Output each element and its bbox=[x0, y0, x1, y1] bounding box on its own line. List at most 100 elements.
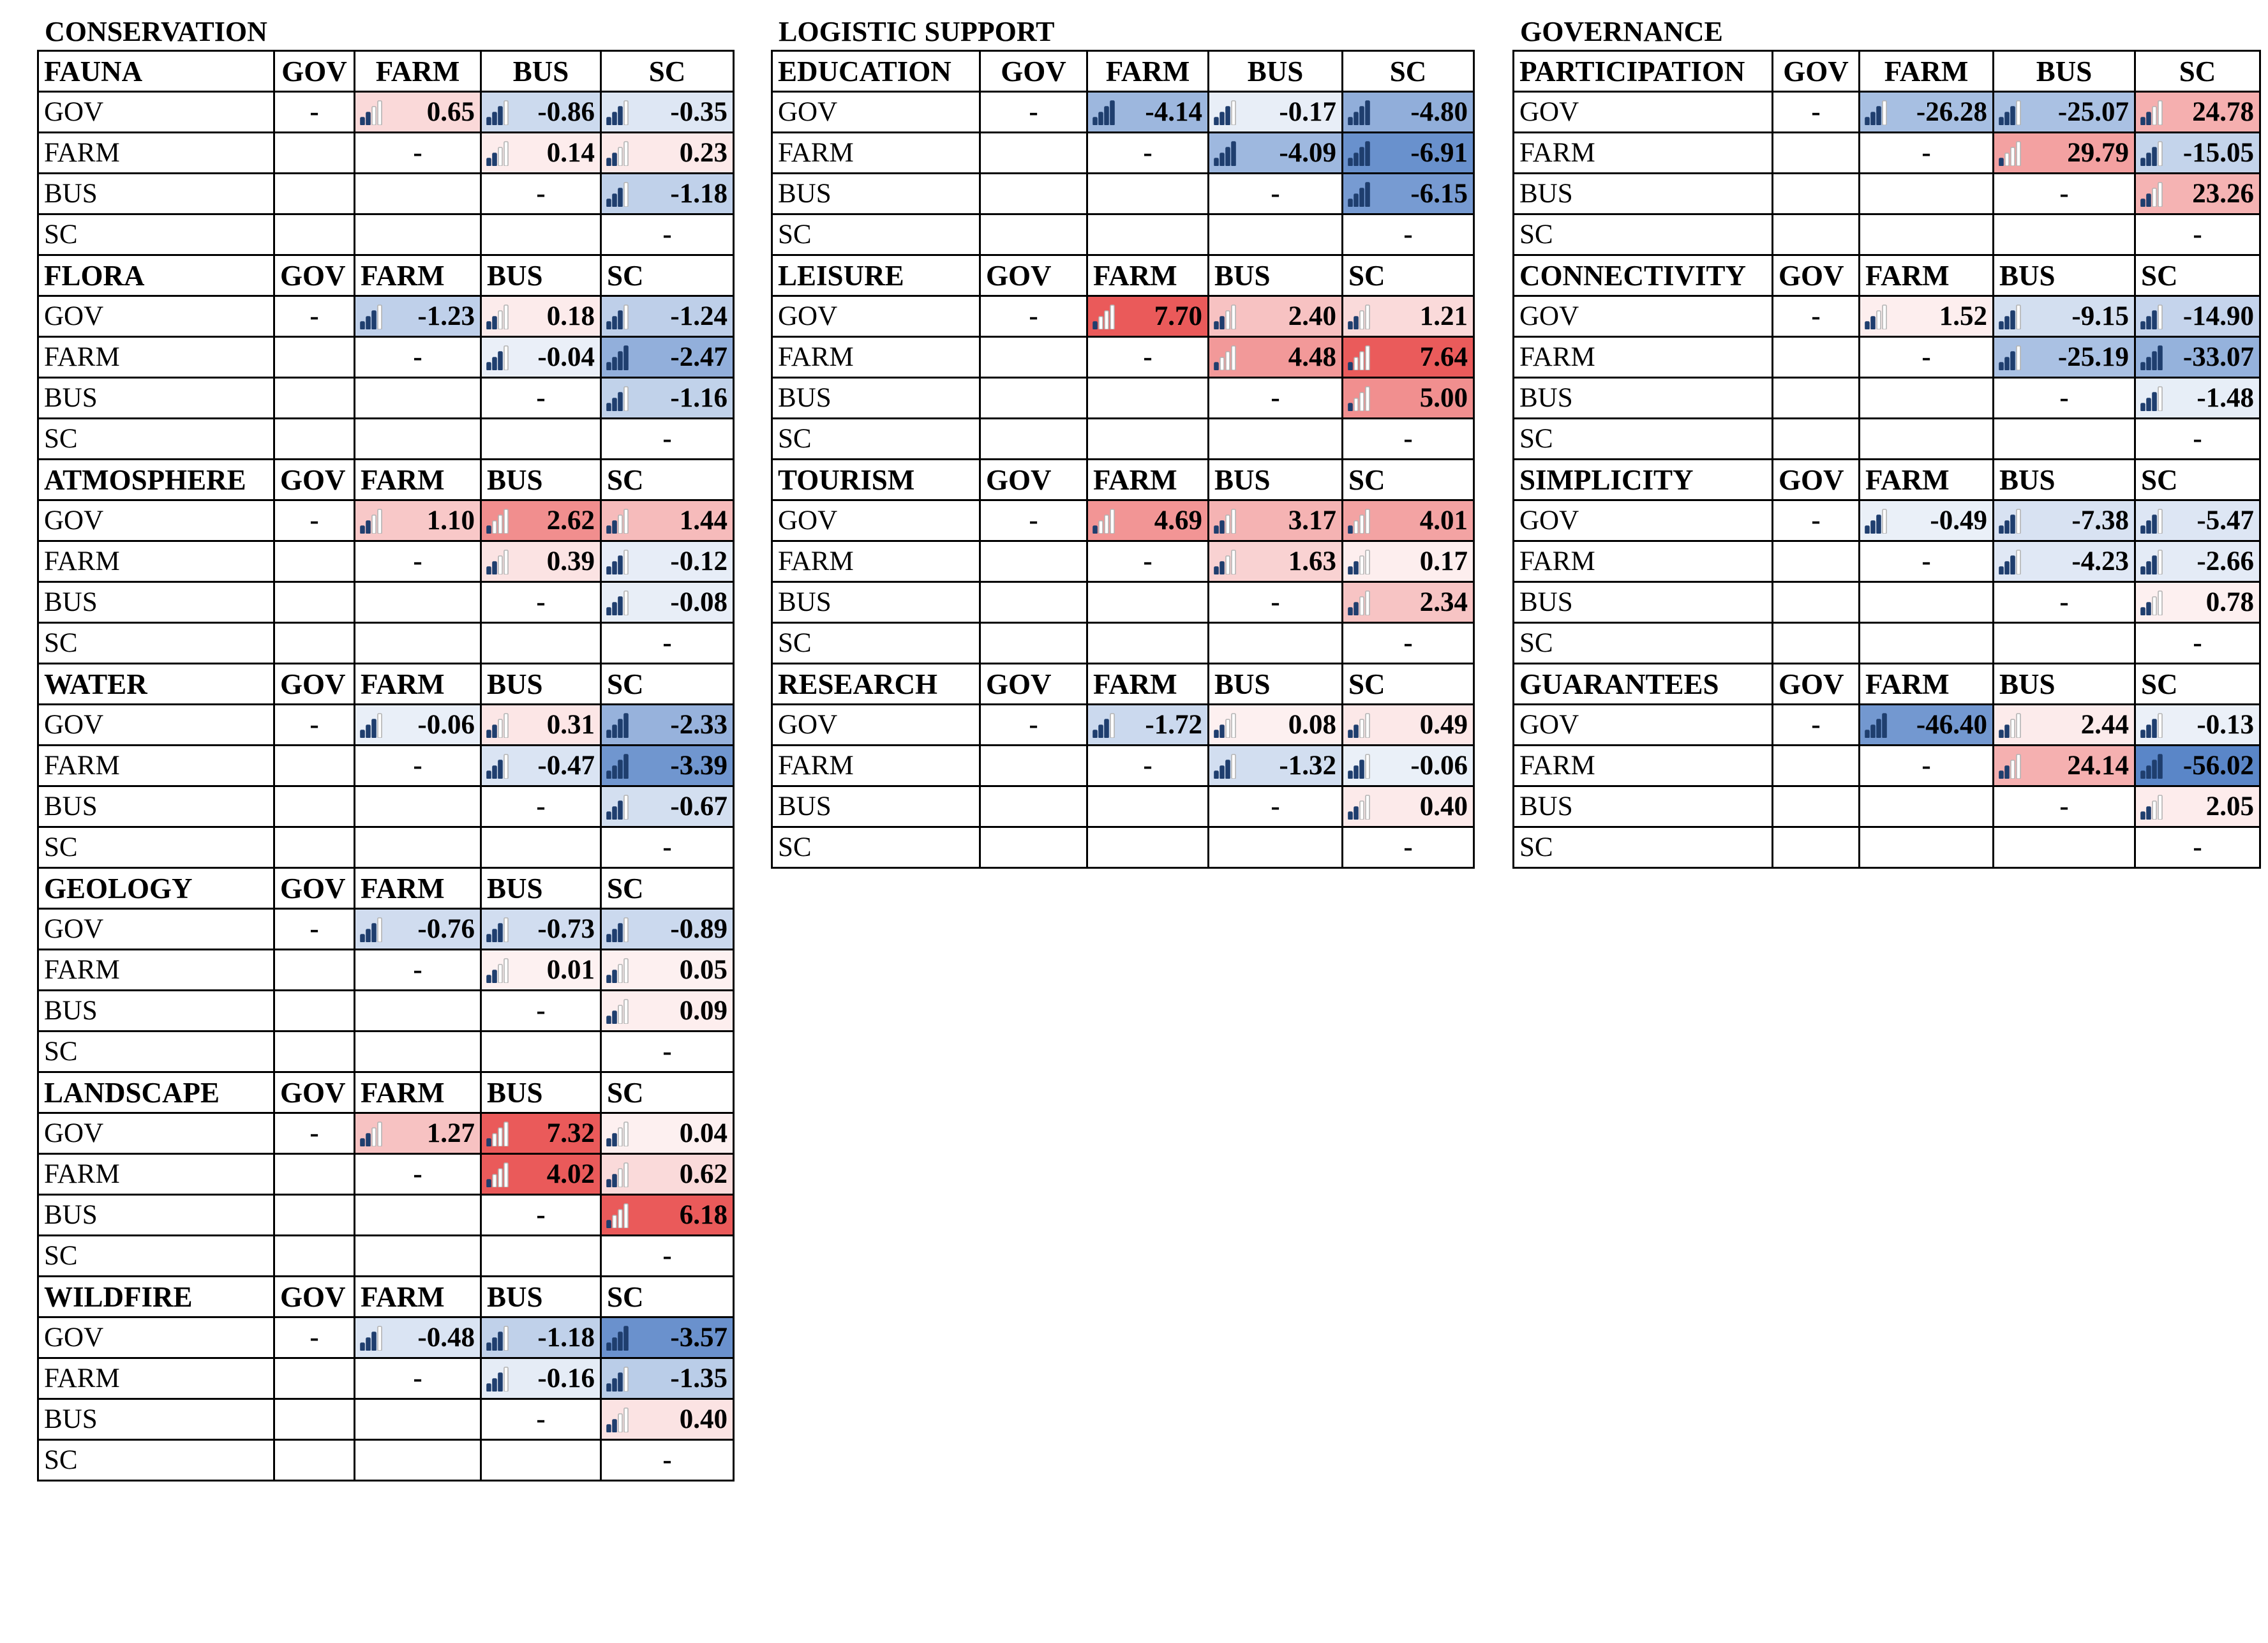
value-cell: 24.78 bbox=[2134, 91, 2261, 133]
signal-strength-icon bbox=[1213, 712, 1237, 738]
table-row: SC - bbox=[1512, 622, 2261, 664]
table-row: BUS - 0.40 bbox=[37, 1398, 735, 1441]
empty-cell bbox=[480, 417, 602, 460]
comparison-table: FAUNA GOV FARM BUS SC GOV -0.65 -0.86 -0.35 FARM -… bbox=[37, 50, 735, 1482]
value-cell: 4.48 bbox=[1207, 336, 1343, 379]
row-label: SC bbox=[771, 213, 981, 256]
cell-value: -0.08 bbox=[670, 587, 727, 617]
signal-bar bbox=[1225, 719, 1230, 738]
cell-value: 1.44 bbox=[679, 506, 727, 536]
signal-bar bbox=[498, 1168, 503, 1187]
signal-bar bbox=[486, 362, 491, 370]
empty-cell bbox=[1772, 826, 1860, 869]
cell-value: -2.66 bbox=[2197, 546, 2254, 576]
cell-value: 0.39 bbox=[546, 546, 595, 576]
row-label: BUS bbox=[37, 1194, 275, 1236]
signal-bar bbox=[1214, 566, 1219, 574]
signal-strength-icon bbox=[1998, 549, 2022, 574]
signal-strength-icon bbox=[606, 712, 630, 738]
diagonal-cell: - bbox=[1992, 377, 2136, 419]
column-header: SC bbox=[600, 663, 735, 705]
signal-strength-icon bbox=[1864, 712, 1888, 738]
signal-strength-icon bbox=[606, 794, 630, 820]
block-title: LEISURE bbox=[771, 254, 981, 297]
signal-strength-icon bbox=[486, 1162, 510, 1187]
empty-cell bbox=[480, 1030, 602, 1073]
signal-strength-icon bbox=[359, 100, 384, 125]
signal-bar bbox=[2004, 520, 2010, 534]
value-cell: 0.49 bbox=[1341, 703, 1475, 746]
empty-cell bbox=[1086, 213, 1209, 256]
value-cell: -4.80 bbox=[1341, 91, 1475, 133]
cell-value: -2.33 bbox=[670, 710, 727, 740]
value-cell: 7.70 bbox=[1086, 295, 1209, 338]
table-row: SC - bbox=[37, 622, 735, 664]
signal-bar bbox=[2004, 316, 2010, 329]
table-row: GOV - -0.49 -7.38 -5.47 bbox=[1512, 499, 2261, 542]
table-row: FARM - 29.79 -15.05 bbox=[1512, 131, 2261, 174]
diagonal-cell: - bbox=[480, 1194, 602, 1236]
table-row: BUS - 0.40 bbox=[771, 785, 1475, 828]
value-cell: 0.14 bbox=[480, 131, 602, 174]
signal-bar bbox=[1220, 112, 1225, 125]
cell-value: 2.44 bbox=[2080, 710, 2129, 740]
cell-value: -25.07 bbox=[2057, 97, 2129, 127]
row-label: SC bbox=[1512, 213, 1773, 256]
signal-bar bbox=[1359, 719, 1364, 738]
table-row: SC - bbox=[1512, 213, 2261, 256]
signal-strength-icon bbox=[486, 345, 510, 370]
column-header: BUS bbox=[1207, 663, 1343, 705]
signal-bar bbox=[498, 351, 503, 370]
signal-bar bbox=[377, 917, 382, 942]
signal-bar bbox=[2010, 310, 2015, 329]
row-label: GOV bbox=[1512, 703, 1773, 746]
empty-cell bbox=[273, 581, 355, 624]
signal-bar bbox=[1870, 112, 1876, 125]
table-row: SC - bbox=[37, 1030, 735, 1073]
signal-bar bbox=[486, 1179, 491, 1187]
signal-strength-icon bbox=[2140, 590, 2164, 615]
cell-value: 0.14 bbox=[546, 138, 595, 168]
signal-bar bbox=[1354, 398, 1359, 411]
block-title: FLORA bbox=[37, 254, 275, 297]
cell-value: 0.04 bbox=[679, 1118, 727, 1148]
table-row: BUS - 0.78 bbox=[1512, 581, 2261, 624]
empty-cell bbox=[354, 1194, 482, 1236]
cell-value: -0.86 bbox=[537, 97, 595, 127]
signal-bar bbox=[606, 1016, 611, 1024]
signal-bar bbox=[2140, 607, 2145, 615]
signal-bar bbox=[360, 934, 365, 942]
value-cell: -0.48 bbox=[354, 1316, 482, 1359]
signal-bar bbox=[1870, 520, 1876, 534]
signal-strength-icon bbox=[486, 753, 510, 779]
empty-cell bbox=[354, 826, 482, 869]
signal-bar bbox=[2152, 514, 2157, 534]
column-header: GOV bbox=[273, 1275, 355, 1318]
signal-bar bbox=[606, 730, 611, 738]
signal-bar bbox=[1220, 561, 1225, 574]
signal-bar bbox=[2016, 141, 2021, 166]
signal-bar bbox=[2158, 182, 2163, 207]
diagonal-cell: - bbox=[1341, 213, 1475, 256]
signal-strength-icon bbox=[2140, 753, 2164, 779]
empty-cell bbox=[354, 1439, 482, 1482]
signal-bar bbox=[498, 310, 503, 329]
column-header: SC bbox=[600, 867, 735, 910]
signal-bar bbox=[1999, 321, 2004, 329]
column-header: GOV bbox=[273, 254, 355, 297]
signal-bar bbox=[1220, 153, 1225, 166]
comparison-table: PARTICIPATION GOV FARM BUS SC GOV - -26.28 -25.0… bbox=[1512, 50, 2261, 869]
signal-bar bbox=[1220, 765, 1225, 779]
signal-bar bbox=[612, 398, 617, 411]
signal-bar bbox=[1220, 724, 1225, 738]
signal-bar bbox=[360, 321, 365, 329]
signal-bar bbox=[606, 975, 611, 983]
table-row: FARM - 0.01 0.05 bbox=[37, 949, 735, 991]
value-cell: -0.08 bbox=[600, 581, 735, 624]
signal-bar bbox=[1348, 403, 1353, 411]
diagonal-cell: - bbox=[1207, 377, 1343, 419]
table-row: GOV - -1.23 0.18 -1.24 bbox=[37, 295, 735, 338]
block-header-row: GUARANTEES GOV FARM BUS SC bbox=[1512, 663, 2261, 705]
column-header: BUS bbox=[1992, 663, 2136, 705]
cell-value: -5.47 bbox=[2197, 506, 2254, 536]
